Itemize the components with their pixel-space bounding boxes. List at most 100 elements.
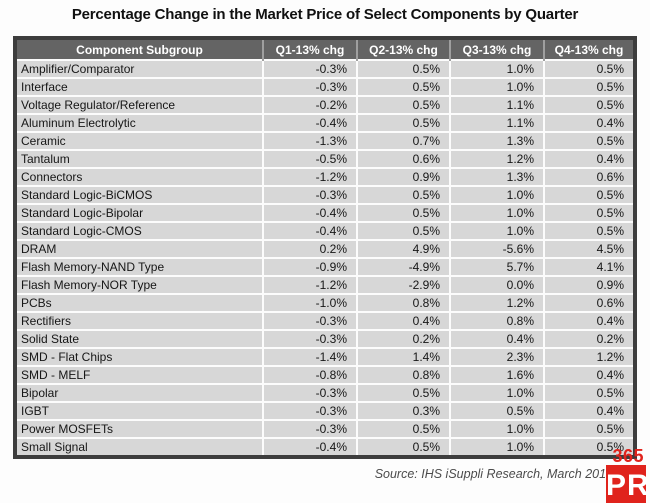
source-attribution: Source: IHS iSuppli Research, March 2013: [374, 467, 613, 481]
q4-value-cell: 0.5%: [543, 185, 633, 204]
q2-value-cell: -2.9%: [356, 275, 450, 294]
pr365-logo: 365 PR: [604, 446, 649, 503]
table-row: Power MOSFETs -0.3% 0.5% 1.0% 0.5%: [17, 419, 633, 438]
pr365-logo-365-text: 365: [612, 446, 644, 466]
q3-value-cell: 1.0%: [449, 59, 544, 78]
q1-value-cell: -1.2%: [262, 167, 357, 186]
q1-value-cell: -0.2%: [262, 95, 357, 114]
q3-value-cell: 1.2%: [449, 149, 544, 168]
q1-value-cell: -0.3%: [262, 59, 357, 78]
component-name-cell: Power MOSFETs: [17, 419, 263, 438]
q2-value-cell: 0.5%: [356, 95, 450, 114]
q4-value-cell: 0.6%: [543, 293, 633, 312]
q3-value-cell: 0.4%: [449, 329, 544, 348]
q3-value-cell: 1.0%: [449, 203, 544, 222]
table-row: PCBs -1.0% 0.8% 1.2% 0.6%: [17, 293, 633, 312]
q3-value-cell: 1.3%: [449, 131, 544, 150]
q3-value-cell: 1.0%: [449, 437, 544, 455]
q2-value-cell: 0.5%: [356, 113, 450, 132]
q4-value-cell: 0.5%: [543, 59, 633, 78]
table-row: Voltage Regulator/Reference -0.2% 0.5% 1…: [17, 95, 633, 114]
q3-value-cell: 0.5%: [449, 401, 544, 420]
component-name-cell: DRAM: [17, 239, 263, 258]
q3-value-cell: 1.6%: [449, 365, 544, 384]
q2-value-cell: 1.4%: [356, 347, 450, 366]
component-name-cell: Ceramic: [17, 131, 263, 150]
q4-value-cell: 0.9%: [543, 275, 633, 294]
components-table-container: Component Subgroup Q1-13% chg Q2-13% chg…: [13, 36, 637, 459]
component-name-cell: Standard Logic-BiCMOS: [17, 185, 263, 204]
pr365-logo-pr-badge: PR: [606, 465, 649, 503]
q4-value-cell: 0.4%: [543, 365, 633, 384]
q2-value-cell: 0.2%: [356, 329, 450, 348]
q2-value-cell: 0.3%: [356, 401, 450, 420]
table-row: Rectifiers -0.3% 0.4% 0.8% 0.4%: [17, 311, 633, 330]
q2-value-cell: 0.5%: [356, 437, 450, 455]
q3-value-cell: 1.0%: [449, 221, 544, 240]
q4-value-cell: 0.6%: [543, 167, 633, 186]
q4-value-cell: 0.4%: [543, 113, 633, 132]
q4-value-cell: 0.5%: [543, 437, 633, 455]
component-name-cell: IGBT: [17, 401, 263, 420]
component-name-cell: Small Signal: [17, 437, 263, 455]
table-body: Amplifier/Comparator -0.3% 0.5% 1.0% 0.5…: [17, 59, 633, 455]
table-row: Solid State -0.3% 0.2% 0.4% 0.2%: [17, 329, 633, 348]
q2-value-cell: 0.8%: [356, 293, 450, 312]
q4-value-cell: 0.5%: [543, 203, 633, 222]
table-row: Standard Logic-CMOS -0.4% 0.5% 1.0% 0.5%: [17, 221, 633, 240]
table-row: Amplifier/Comparator -0.3% 0.5% 1.0% 0.5…: [17, 59, 633, 78]
q2-value-cell: 0.7%: [356, 131, 450, 150]
q1-value-cell: -0.5%: [262, 149, 357, 168]
q1-value-cell: -0.3%: [262, 77, 357, 96]
q1-value-cell: -0.4%: [262, 221, 357, 240]
table-row: Flash Memory-NAND Type -0.9% -4.9% 5.7% …: [17, 257, 633, 276]
q4-value-cell: 0.5%: [543, 77, 633, 96]
q2-value-cell: 0.5%: [356, 419, 450, 438]
q4-value-cell: 0.4%: [543, 401, 633, 420]
q1-value-cell: -0.4%: [262, 113, 357, 132]
component-name-cell: Aluminum Electrolytic: [17, 113, 263, 132]
q2-value-cell: 0.5%: [356, 383, 450, 402]
q3-value-cell: 0.0%: [449, 275, 544, 294]
table-row: Standard Logic-BiCMOS -0.3% 0.5% 1.0% 0.…: [17, 185, 633, 204]
header-q4: Q4-13% chg: [543, 40, 633, 60]
q1-value-cell: -0.4%: [262, 203, 357, 222]
q2-value-cell: 0.5%: [356, 203, 450, 222]
q2-value-cell: 4.9%: [356, 239, 450, 258]
q4-value-cell: 0.5%: [543, 131, 633, 150]
q3-value-cell: 0.8%: [449, 311, 544, 330]
table-row: SMD - MELF -0.8% 0.8% 1.6% 0.4%: [17, 365, 633, 384]
q2-value-cell: 0.5%: [356, 185, 450, 204]
component-name-cell: Connectors: [17, 167, 263, 186]
q4-value-cell: 4.1%: [543, 257, 633, 276]
q3-value-cell: 1.0%: [449, 77, 544, 96]
q4-value-cell: 0.4%: [543, 311, 633, 330]
component-name-cell: Bipolar: [17, 383, 263, 402]
component-name-cell: Standard Logic-Bipolar: [17, 203, 263, 222]
q2-value-cell: 0.8%: [356, 365, 450, 384]
header-q1: Q1-13% chg: [262, 40, 357, 60]
table-row: Tantalum -0.5% 0.6% 1.2% 0.4%: [17, 149, 633, 168]
q1-value-cell: -0.8%: [262, 365, 357, 384]
q3-value-cell: 1.3%: [449, 167, 544, 186]
q1-value-cell: -0.3%: [262, 311, 357, 330]
table-row: SMD - Flat Chips -1.4% 1.4% 2.3% 1.2%: [17, 347, 633, 366]
q1-value-cell: -0.4%: [262, 437, 357, 455]
q3-value-cell: 5.7%: [449, 257, 544, 276]
component-name-cell: Tantalum: [17, 149, 263, 168]
component-name-cell: Flash Memory-NAND Type: [17, 257, 263, 276]
q4-value-cell: 0.5%: [543, 419, 633, 438]
component-name-cell: Interface: [17, 77, 263, 96]
q3-value-cell: 2.3%: [449, 347, 544, 366]
q2-value-cell: 0.5%: [356, 77, 450, 96]
component-name-cell: Standard Logic-CMOS: [17, 221, 263, 240]
q1-value-cell: -1.4%: [262, 347, 357, 366]
q1-value-cell: -0.3%: [262, 419, 357, 438]
header-q2: Q2-13% chg: [356, 40, 450, 60]
q1-value-cell: -0.9%: [262, 257, 357, 276]
table-header: Component Subgroup Q1-13% chg Q2-13% chg…: [17, 40, 633, 60]
header-q3: Q3-13% chg: [449, 40, 544, 60]
table-row: Small Signal -0.4% 0.5% 1.0% 0.5%: [17, 437, 633, 455]
q3-value-cell: 1.0%: [449, 383, 544, 402]
